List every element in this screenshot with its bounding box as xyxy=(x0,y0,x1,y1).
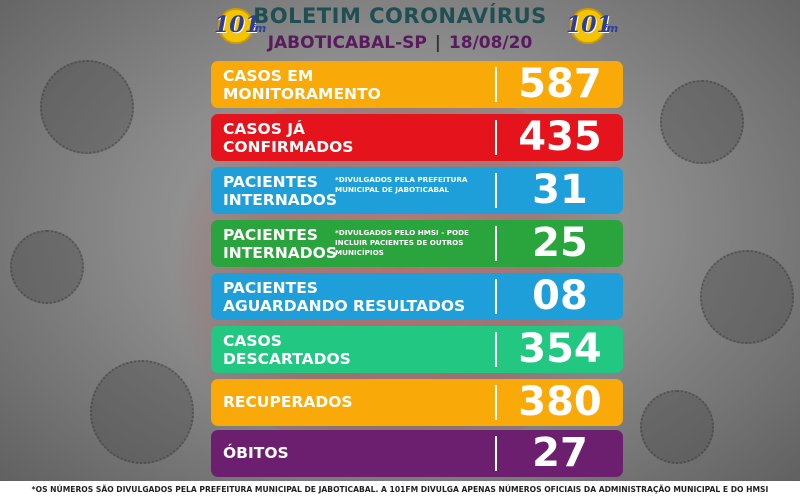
virus-particle xyxy=(90,360,194,464)
divider xyxy=(495,385,497,420)
footer-disclaimer: *OS NÚMEROS SÃO DIVULGADOS PELA PREFEITU… xyxy=(0,481,800,500)
virus-particle xyxy=(640,390,714,464)
stat-row-internados-hmsi: PACIENTES INTERNADOS *DIVULGADOS PELO HMS… xyxy=(211,220,623,267)
stat-row-aguardando: PACIENTES AGUARDANDO RESULTADOS 08 xyxy=(211,273,623,320)
divider xyxy=(495,332,497,367)
stat-label: CASOS EM MONITORAMENTO xyxy=(223,67,381,103)
stat-row-monitoramento: CASOS EM MONITORAMENTO 587 xyxy=(211,61,623,108)
virus-particle xyxy=(10,230,84,304)
footer-text: *OS NÚMEROS SÃO DIVULGADOS PELA PREFEITU… xyxy=(31,485,769,494)
stat-value: 435 xyxy=(518,114,602,160)
virus-particle xyxy=(700,250,794,344)
divider xyxy=(495,67,497,102)
divider xyxy=(495,279,497,314)
divider xyxy=(495,226,497,261)
stat-row-descartados: CASOS DESCARTADOS 354 xyxy=(211,326,623,373)
stat-value: 08 xyxy=(532,273,588,319)
stat-label: CASOS DESCARTADOS xyxy=(223,332,351,368)
date-label: 18/08/20 xyxy=(448,33,533,53)
stat-label: CASOS JÁ CONFIRMADOS xyxy=(223,120,354,156)
stat-value: 354 xyxy=(518,326,602,372)
stat-note: *DIVULGADOS PELA PREFEITURA MUNICIPAL DE… xyxy=(335,175,468,194)
stat-label: PACIENTES INTERNADOS xyxy=(223,226,338,262)
stat-label: RECUPERADOS xyxy=(223,393,353,411)
virus-particle xyxy=(40,60,134,154)
logo-text: 101 xyxy=(566,12,612,38)
stat-row-confirmados: CASOS JÁ CONFIRMADOS 435 xyxy=(211,114,623,161)
logo-disc xyxy=(218,8,254,44)
page-subtitle: JABOTICABAL-SP | 18/08/20 xyxy=(0,33,800,53)
stat-note: *DIVULGADOS PELO HMSI - PODE INCLUIR PAC… xyxy=(335,228,469,257)
stat-row-obitos: ÓBITOS 27 xyxy=(211,430,623,477)
stat-row-internados-prefeitura: PACIENTES INTERNADOS *DIVULGADOS PELA PRE… xyxy=(211,167,623,214)
stat-label: PACIENTES AGUARDANDO RESULTADOS xyxy=(223,279,466,315)
stat-value: 27 xyxy=(532,430,588,476)
logo-left: 101 fm xyxy=(214,8,272,46)
stat-label: ÓBITOS xyxy=(223,444,289,462)
logo-text: 101 xyxy=(214,12,260,38)
divider xyxy=(495,436,497,471)
virus-particle xyxy=(660,80,744,164)
stat-value: 31 xyxy=(532,167,588,213)
stat-row-recuperados: RECUPERADOS 380 xyxy=(211,379,623,426)
logo-right: 101 fm xyxy=(566,8,624,46)
logo-suffix: fm xyxy=(602,22,619,35)
stat-value: 587 xyxy=(518,61,602,107)
divider xyxy=(495,120,497,155)
separator: | xyxy=(434,33,441,53)
divider xyxy=(495,173,497,208)
logo-disc xyxy=(570,8,606,44)
header: 101 fm BOLETIM CORONAVÍRUS JABOTICABAL-S… xyxy=(0,0,800,58)
stat-value: 380 xyxy=(518,379,602,425)
stat-label: PACIENTES INTERNADOS xyxy=(223,173,338,209)
stat-value: 25 xyxy=(532,220,588,266)
city-label: JABOTICABAL-SP xyxy=(267,33,427,53)
page-title: BOLETIM CORONAVÍRUS xyxy=(253,4,547,28)
logo-suffix: fm xyxy=(250,22,267,35)
